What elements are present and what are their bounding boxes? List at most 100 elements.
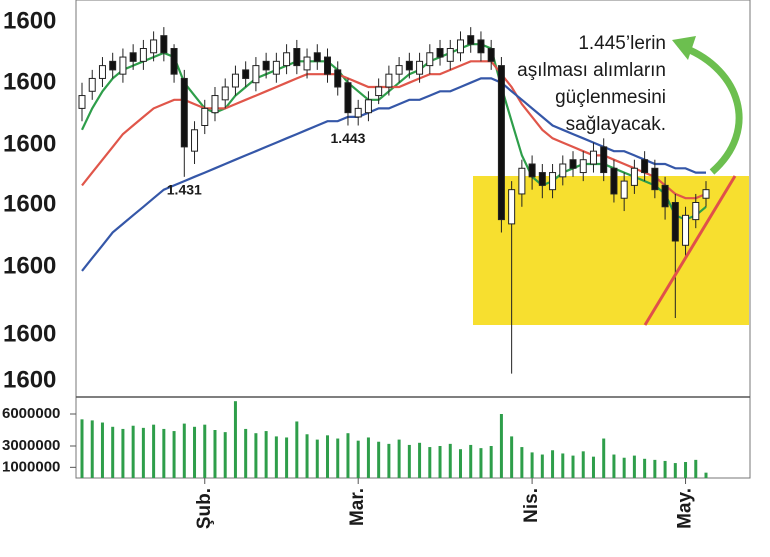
volume-tick-label: 1000000 <box>2 458 60 475</box>
candle-body <box>508 189 516 225</box>
volume-bar <box>100 422 104 478</box>
candle-body <box>293 48 301 67</box>
moving-average <box>81 77 706 272</box>
volume-bar <box>141 427 145 478</box>
candle-body <box>518 167 526 195</box>
candle-body <box>446 48 454 62</box>
y-axis-label: 1600 <box>3 130 56 157</box>
volume-bar <box>285 437 289 478</box>
volume-bar <box>673 463 677 478</box>
callout-text: sağlayacak. <box>566 114 666 135</box>
candle-body <box>487 48 495 62</box>
candle-body <box>467 35 475 45</box>
candle-body <box>303 56 311 71</box>
candle-body <box>252 65 260 84</box>
volume-bar <box>295 421 299 478</box>
candle-body <box>610 167 618 195</box>
candle-body <box>272 60 280 75</box>
candle-body <box>528 163 536 178</box>
candle-body <box>395 65 403 75</box>
volume-bar <box>540 454 544 478</box>
candle-body <box>620 180 628 199</box>
volume-bar <box>121 428 125 478</box>
volume-bar <box>233 401 237 478</box>
volume-bar <box>428 447 432 478</box>
candle-body <box>242 69 250 79</box>
y-axis-label: 1600 <box>3 68 56 95</box>
volume-bar <box>530 452 534 478</box>
candle-body <box>88 77 96 92</box>
volume-bar <box>274 436 278 478</box>
volume-bar <box>684 462 688 478</box>
volume-bar <box>653 459 657 478</box>
highlight-box <box>473 176 749 325</box>
volume-bar <box>172 431 176 478</box>
candle-body <box>651 167 659 191</box>
volume-bar <box>561 453 565 478</box>
volume-bar <box>90 420 94 478</box>
volume-bar <box>694 459 698 478</box>
candle-body <box>231 73 239 88</box>
x-tick-label: May. <box>675 488 696 529</box>
candle-body <box>139 48 147 62</box>
volume-tick-label: 6000000 <box>2 405 60 422</box>
trend-line <box>643 175 737 326</box>
volume-bar <box>397 439 401 478</box>
candle-body <box>589 150 597 165</box>
volume-bar <box>663 460 667 478</box>
volume-bar <box>244 428 248 478</box>
volume-bar <box>499 414 503 478</box>
candle-body <box>211 95 219 114</box>
candle-body <box>436 48 444 58</box>
candle-body <box>671 202 679 242</box>
candle-body <box>119 56 127 75</box>
candle-body <box>538 172 546 186</box>
volume-bar <box>387 443 391 478</box>
volume-bar <box>591 456 595 478</box>
candle-body <box>600 146 608 174</box>
candle-body <box>354 107 362 118</box>
volume-bar <box>315 439 319 478</box>
candle-body <box>180 77 188 148</box>
candle-body <box>191 129 199 152</box>
candle-body <box>702 189 710 199</box>
volume-bar <box>602 438 606 478</box>
volume-bar <box>581 451 585 478</box>
candle-body <box>98 65 106 79</box>
candle-body <box>160 35 168 54</box>
volume-bar <box>704 472 708 478</box>
volume-bar <box>213 430 217 478</box>
candle-body <box>456 39 464 54</box>
candle-body <box>129 52 137 62</box>
candle-body <box>262 60 270 71</box>
volume-bar <box>479 448 483 478</box>
candle-body <box>641 159 649 174</box>
volume-bar <box>193 426 197 478</box>
volume-bar <box>131 425 135 478</box>
candle-body <box>109 60 117 71</box>
volume-bar <box>458 449 462 478</box>
candle-body <box>364 99 372 114</box>
candle-body <box>375 86 383 97</box>
candle-body <box>416 60 424 75</box>
volume-bar <box>336 438 340 478</box>
volume-bar <box>111 426 115 478</box>
callout-arrowhead <box>672 36 696 60</box>
candle-body <box>344 82 352 114</box>
volume-bar <box>254 433 258 478</box>
volume-bar <box>448 443 452 478</box>
volume-tick-label: 3000000 <box>2 437 60 454</box>
candle-body <box>283 52 291 67</box>
volume-bar <box>152 424 156 478</box>
volume-bar <box>203 424 207 478</box>
candle-body <box>497 65 505 221</box>
candle-body <box>579 159 587 174</box>
volume-bar <box>182 423 186 478</box>
volume-bar <box>571 455 575 478</box>
callout-text: aşılması alımların <box>517 60 666 81</box>
volume-bar <box>418 442 422 478</box>
candle-body <box>78 95 86 109</box>
candle-body <box>569 159 577 169</box>
candle-body <box>201 107 209 126</box>
candle-body <box>405 60 413 71</box>
